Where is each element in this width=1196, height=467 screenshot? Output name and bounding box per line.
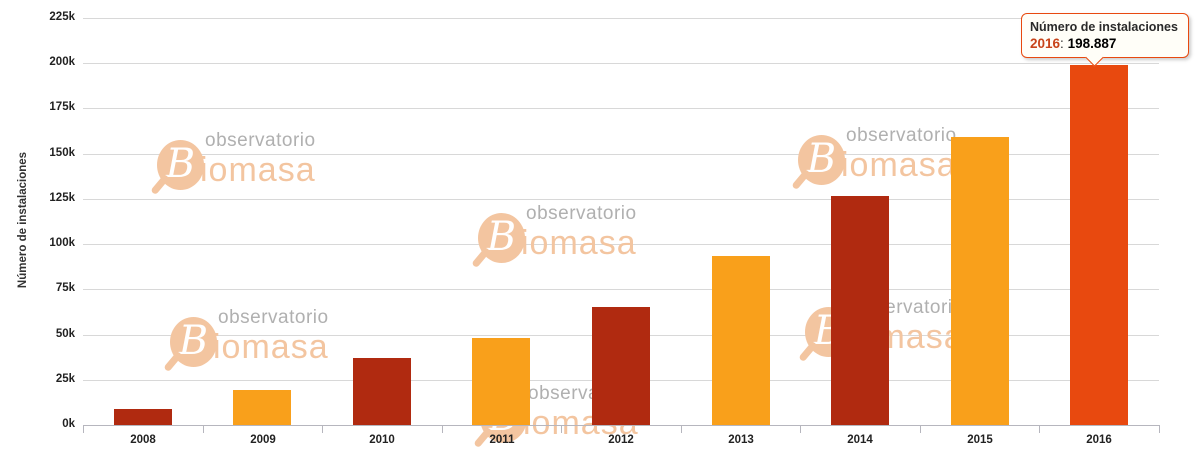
gridline xyxy=(83,154,1159,155)
bar-2016[interactable] xyxy=(1070,65,1128,425)
y-tick-label: 125k xyxy=(49,192,75,204)
y-tick-label: 175k xyxy=(49,101,75,113)
biomasa-logo-icon: B xyxy=(798,135,845,185)
x-axis-tick xyxy=(920,425,921,433)
y-tick-label: 50k xyxy=(55,328,75,340)
x-category-label: 2011 xyxy=(489,434,515,446)
x-axis-tick xyxy=(1159,425,1160,433)
x-axis-tick xyxy=(83,425,84,433)
gridline xyxy=(83,244,1159,245)
biomasa-logo-icon: B xyxy=(157,140,204,190)
x-category-label: 2015 xyxy=(967,434,993,446)
bar-2013[interactable] xyxy=(712,256,770,425)
gridline xyxy=(83,63,1159,64)
x-category-label: 2008 xyxy=(130,434,156,446)
x-category-label: 2013 xyxy=(728,434,754,446)
x-axis-line xyxy=(83,425,1159,426)
x-category-label: 2012 xyxy=(608,434,634,446)
x-axis-tick xyxy=(203,425,204,433)
y-tick-label: 0k xyxy=(62,418,75,430)
tooltip-category: 2016 xyxy=(1030,36,1061,51)
bar-2015[interactable] xyxy=(951,137,1009,425)
biomasa-logo-icon: B xyxy=(170,317,217,367)
x-axis-tick xyxy=(442,425,443,433)
watermark-observatorio-text: observatorio xyxy=(846,125,957,146)
y-axis-title: Número de instalaciones xyxy=(17,151,29,289)
y-tick-label: 25k xyxy=(55,373,75,385)
tooltip: Número de instalaciones 2016: 198.887 xyxy=(1021,13,1189,67)
bar-2014[interactable] xyxy=(831,196,889,425)
bar-2009[interactable] xyxy=(233,390,291,425)
x-axis-tick xyxy=(322,425,323,433)
gridline xyxy=(83,108,1159,109)
watermark-observatorio-text: observatorio xyxy=(526,203,637,224)
tooltip-value: 198.887 xyxy=(1067,36,1117,51)
y-tick-label: 75k xyxy=(55,282,75,294)
biomasa-logo-icon: B xyxy=(478,213,525,263)
bar-2010[interactable] xyxy=(353,358,411,425)
x-category-label: 2010 xyxy=(369,434,395,446)
tooltip-value-line: 2016: 198.887 xyxy=(1030,35,1180,53)
gridline xyxy=(83,199,1159,200)
tooltip-title: Número de instalaciones xyxy=(1030,20,1178,34)
gridline xyxy=(83,18,1159,19)
y-tick-label: 200k xyxy=(49,56,75,68)
watermark-observatorio-text: observatorio xyxy=(218,307,329,328)
x-axis-tick xyxy=(800,425,801,433)
x-axis-tick xyxy=(561,425,562,433)
y-tick-label: 225k xyxy=(49,11,75,23)
x-category-label: 2009 xyxy=(250,434,276,446)
x-axis-tick xyxy=(1039,425,1040,433)
x-axis-tick xyxy=(681,425,682,433)
x-category-label: 2014 xyxy=(847,434,873,446)
tooltip-separator: : xyxy=(1060,36,1068,51)
gridline xyxy=(83,289,1159,290)
watermark-biomasa-text: iomasa xyxy=(841,146,957,184)
watermark-biomasa-text: iomasa xyxy=(213,328,329,366)
bar-2011[interactable] xyxy=(472,338,530,425)
y-tick-label: 150k xyxy=(49,147,75,159)
watermark-observatorio-text: observatorio xyxy=(205,130,316,151)
y-tick-label: 100k xyxy=(49,237,75,249)
watermark-biomasa-text: iomasa xyxy=(200,151,316,189)
bar-2012[interactable] xyxy=(592,307,650,425)
bar-2008[interactable] xyxy=(114,409,172,425)
x-category-label: 2016 xyxy=(1086,434,1112,446)
